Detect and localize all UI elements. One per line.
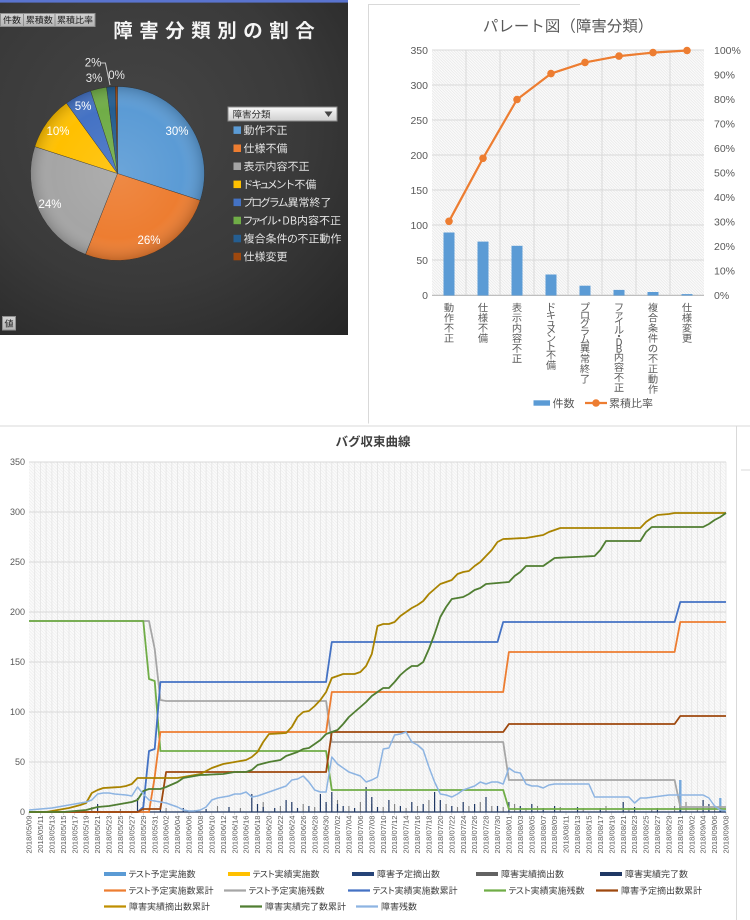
svg-text:2018/07/20: 2018/07/20 [436, 816, 445, 854]
svg-text:2018/08/29: 2018/08/29 [665, 816, 674, 854]
svg-text:30%: 30% [165, 126, 188, 138]
svg-text:30%: 30% [714, 217, 735, 229]
svg-text:2018/05/23: 2018/05/23 [105, 816, 114, 854]
svg-text:2018/07/02: 2018/07/02 [333, 816, 342, 854]
svg-text:2018/09/04: 2018/09/04 [699, 816, 708, 854]
svg-text:2018/07/06: 2018/07/06 [356, 816, 365, 854]
svg-text:2018/07/28: 2018/07/28 [482, 816, 491, 854]
svg-text:26%: 26% [137, 235, 160, 247]
svg-text:40%: 40% [714, 192, 735, 204]
svg-text:24%: 24% [38, 199, 61, 211]
svg-text:10%: 10% [714, 266, 735, 278]
svg-text:2018/07/10: 2018/07/10 [379, 816, 388, 854]
svg-text:2018/05/25: 2018/05/25 [116, 816, 125, 854]
svg-text:200: 200 [410, 150, 428, 162]
svg-text:2018/08/03: 2018/08/03 [516, 816, 525, 854]
svg-text:2018/05/21: 2018/05/21 [93, 816, 102, 854]
svg-text:150: 150 [10, 657, 25, 667]
svg-text:2018/05/19: 2018/05/19 [82, 816, 91, 854]
svg-text:150: 150 [410, 185, 428, 197]
svg-text:2018/05/29: 2018/05/29 [139, 816, 148, 854]
svg-text:200: 200 [10, 607, 25, 617]
svg-text:2018/08/09: 2018/08/09 [550, 816, 559, 854]
svg-text:250: 250 [410, 115, 428, 127]
svg-text:2018/05/31: 2018/05/31 [150, 816, 159, 854]
svg-text:2018/07/30: 2018/07/30 [493, 816, 502, 854]
svg-text:2018/08/27: 2018/08/27 [653, 816, 662, 854]
svg-text:90%: 90% [714, 70, 735, 82]
svg-text:5%: 5% [75, 101, 92, 113]
svg-text:2018/05/17: 2018/05/17 [70, 816, 79, 854]
svg-text:2018/08/31: 2018/08/31 [676, 816, 685, 854]
svg-text:2018/07/12: 2018/07/12 [390, 816, 399, 854]
svg-text:2018/08/25: 2018/08/25 [642, 816, 651, 854]
svg-text:2018/09/08: 2018/09/08 [722, 816, 731, 854]
svg-text:0: 0 [422, 290, 428, 302]
svg-text:0: 0 [20, 807, 25, 817]
svg-text:2018/06/06: 2018/06/06 [185, 816, 194, 854]
svg-text:2018/08/05: 2018/08/05 [527, 816, 536, 854]
svg-text:50%: 50% [714, 168, 735, 180]
svg-text:20%: 20% [714, 241, 735, 253]
svg-text:80%: 80% [714, 94, 735, 106]
svg-text:2018/06/20: 2018/06/20 [265, 816, 274, 854]
svg-text:100%: 100% [714, 45, 741, 57]
svg-text:250: 250 [10, 557, 25, 567]
svg-text:350: 350 [10, 457, 25, 467]
svg-text:2018/08/15: 2018/08/15 [585, 816, 594, 854]
svg-text:2018/08/17: 2018/08/17 [596, 816, 605, 854]
svg-text:2018/06/12: 2018/06/12 [219, 816, 228, 854]
svg-text:70%: 70% [714, 119, 735, 131]
svg-text:50: 50 [416, 255, 428, 267]
svg-text:2018/09/02: 2018/09/02 [687, 816, 696, 854]
svg-text:2018/06/10: 2018/06/10 [207, 816, 216, 854]
svg-text:2%: 2% [85, 58, 102, 70]
svg-text:2018/08/11: 2018/08/11 [562, 816, 571, 853]
svg-text:2018/06/30: 2018/06/30 [322, 816, 331, 854]
svg-text:2018/06/02: 2018/06/02 [162, 816, 171, 854]
svg-text:2018/08/01: 2018/08/01 [505, 816, 514, 854]
svg-text:2018/08/13: 2018/08/13 [573, 816, 582, 854]
svg-text:50: 50 [15, 757, 25, 767]
svg-text:2018/06/04: 2018/06/04 [173, 816, 182, 854]
svg-text:2018/07/22: 2018/07/22 [447, 816, 456, 854]
svg-text:2018/06/24: 2018/06/24 [287, 816, 296, 854]
svg-text:2018/07/16: 2018/07/16 [413, 816, 422, 854]
svg-text:2018/07/14: 2018/07/14 [402, 816, 411, 854]
svg-text:0%: 0% [714, 290, 729, 302]
svg-text:2018/06/26: 2018/06/26 [299, 816, 308, 854]
svg-text:2018/07/18: 2018/07/18 [425, 816, 434, 854]
svg-text:2018/08/07: 2018/08/07 [539, 816, 548, 854]
svg-text:2018/07/04: 2018/07/04 [345, 816, 354, 854]
svg-text:300: 300 [10, 507, 25, 517]
svg-text:60%: 60% [714, 143, 735, 155]
svg-text:2018/08/23: 2018/08/23 [630, 816, 639, 854]
svg-text:2018/07/24: 2018/07/24 [459, 816, 468, 854]
svg-text:2018/06/14: 2018/06/14 [230, 816, 239, 854]
svg-text:2018/05/11: 2018/05/11 [36, 816, 45, 853]
svg-text:2018/07/26: 2018/07/26 [470, 816, 479, 854]
svg-text:350: 350 [410, 45, 428, 57]
svg-text:2018/08/19: 2018/08/19 [607, 816, 616, 854]
svg-text:2018/07/08: 2018/07/08 [367, 816, 376, 854]
svg-text:2018/09/06: 2018/09/06 [710, 816, 719, 854]
svg-text:2018/06/08: 2018/06/08 [196, 816, 205, 854]
svg-text:3%: 3% [86, 73, 103, 85]
svg-text:300: 300 [410, 80, 428, 92]
svg-text:2018/05/13: 2018/05/13 [48, 816, 57, 854]
svg-text:2018/06/22: 2018/06/22 [276, 816, 285, 854]
svg-text:10%: 10% [46, 126, 69, 138]
svg-text:2018/08/21: 2018/08/21 [619, 816, 628, 854]
svg-text:2018/05/15: 2018/05/15 [59, 816, 68, 854]
svg-text:100: 100 [410, 220, 428, 232]
svg-text:100: 100 [10, 707, 25, 717]
svg-text:2018/06/28: 2018/06/28 [310, 816, 319, 854]
svg-text:2018/06/18: 2018/06/18 [253, 816, 262, 854]
svg-text:2018/05/09: 2018/05/09 [25, 816, 34, 854]
svg-text:2018/06/16: 2018/06/16 [242, 816, 251, 854]
svg-text:2018/05/27: 2018/05/27 [127, 816, 136, 854]
svg-text:0%: 0% [108, 70, 125, 82]
